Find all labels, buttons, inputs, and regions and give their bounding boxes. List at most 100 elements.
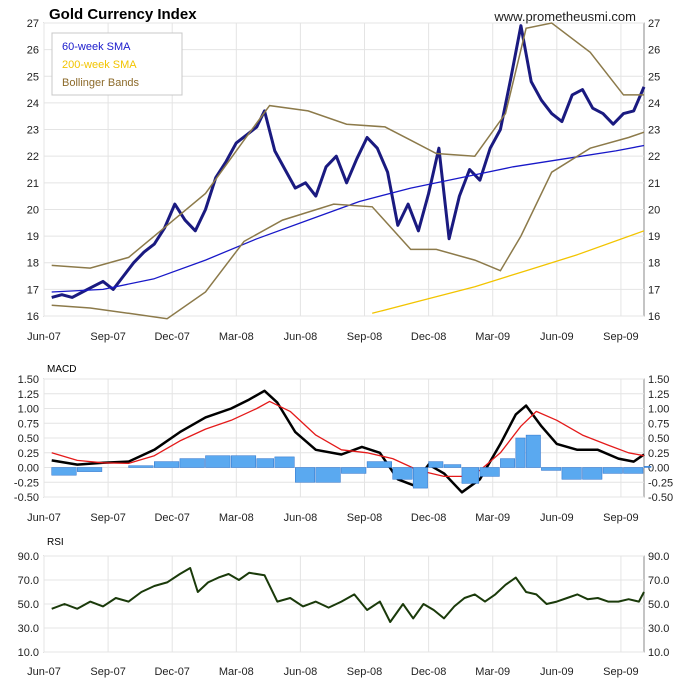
macd-histogram-bar <box>230 455 257 468</box>
macd-histogram-bar <box>500 458 516 468</box>
y-tick-label-left: 26 <box>27 45 39 57</box>
macd-histogram-bar <box>179 458 205 468</box>
y-tick-label-right: 90.0 <box>648 551 669 563</box>
y-tick-label-left: 70.0 <box>18 575 39 587</box>
panel-title: MACD <box>47 364 76 375</box>
y-tick-label-right: 21 <box>648 178 660 190</box>
panel-2: 90.0 90.0 70.0 70.0 50.0 50.0 30.0 30.0 10.0 10.0… <box>18 537 670 678</box>
y-tick-label-left: 10.0 <box>18 647 39 659</box>
macd-histogram-bar <box>623 467 644 474</box>
y-tick-label-left: 0.50 <box>18 433 39 445</box>
y-tick-label-left: 1.00 <box>18 404 39 416</box>
macd-histogram-bar <box>51 467 77 476</box>
x-tick-label: Jun-07 <box>27 331 61 343</box>
y-tick-label-right: 0.25 <box>648 448 669 460</box>
x-tick-label: Jun-08 <box>284 331 318 343</box>
y-tick-label-left: -0.25 <box>14 477 39 489</box>
macd-histogram-bar <box>256 458 274 468</box>
macd-histogram-bar <box>479 467 500 477</box>
y-tick-label-left: 20 <box>27 204 39 216</box>
y-tick-label-right: -0.50 <box>648 492 673 504</box>
macd-histogram-bar <box>274 456 295 468</box>
macd-histogram-bar <box>515 437 526 468</box>
bollinger-lower <box>51 131 645 320</box>
y-tick-label-left: 24 <box>27 98 39 110</box>
x-tick-label: Dec-08 <box>411 331 446 343</box>
main-legend: 60-week SMA 200-week SMA Bollinger Bands <box>51 32 183 96</box>
legend-bollinger: Bollinger Bands <box>62 77 140 89</box>
x-tick-label: Sep-07 <box>90 666 125 678</box>
macd-histogram-bar <box>461 467 480 484</box>
y-tick-label-right: 25 <box>648 71 660 83</box>
x-tick-label: Sep-09 <box>603 512 638 524</box>
y-tick-label-right: 50.0 <box>648 599 669 611</box>
x-tick-label: Sep-08 <box>347 331 382 343</box>
x-tick-label: Sep-08 <box>347 666 382 678</box>
y-tick-label-right: 70.0 <box>648 575 669 587</box>
y-tick-label-right: 17 <box>648 284 660 296</box>
macd-histogram-bar <box>443 464 462 468</box>
y-tick-label-right: 26 <box>648 45 660 57</box>
macd-histogram-bar <box>602 467 623 474</box>
y-tick-label-left: 50.0 <box>18 599 39 611</box>
y-tick-label-right: 1.25 <box>648 389 669 401</box>
y-tick-label-left: -0.50 <box>14 492 39 504</box>
legend-sma200: 200-week SMA <box>62 59 137 71</box>
y-tick-label-left: 17 <box>27 284 39 296</box>
x-tick-label: Jun-07 <box>27 512 61 524</box>
y-tick-label-left: 0.75 <box>18 418 39 430</box>
panel-1: 1.50 1.50 1.25 1.25 1.00 1.00 0.75 0.75 0.50 0.50… <box>14 364 673 524</box>
y-tick-label-left: 19 <box>27 231 39 243</box>
macd-histogram-bar <box>412 467 428 489</box>
y-tick-label-right: 20 <box>648 204 660 216</box>
y-tick-label-left: 22 <box>27 151 39 163</box>
y-tick-label-right: 27 <box>648 18 660 30</box>
x-tick-label: Mar-09 <box>475 512 510 524</box>
macd-histogram-bar <box>341 467 367 474</box>
x-tick-label: Mar-09 <box>475 331 510 343</box>
macd-histogram-bar <box>77 467 103 472</box>
macd-histogram-bar <box>154 461 180 468</box>
y-tick-label-left: 1.25 <box>18 389 39 401</box>
y-tick-label-right: 0.75 <box>648 418 669 430</box>
x-tick-label: Jun-09 <box>540 512 574 524</box>
y-tick-label-right: 1.50 <box>648 374 669 386</box>
panel-title: Gold Currency Index <box>49 6 197 23</box>
y-tick-label-right: 0.00 <box>648 463 669 475</box>
y-tick-label-right: 0.50 <box>648 433 669 445</box>
y-tick-label-left: 0.00 <box>18 463 39 475</box>
series-signal <box>51 400 645 478</box>
legend-sma60: 60-week SMA <box>62 41 131 53</box>
x-tick-label: Sep-08 <box>347 512 382 524</box>
macd-histogram-bar <box>525 434 541 468</box>
series-rsi <box>51 567 645 623</box>
y-tick-label-right: 18 <box>648 258 660 270</box>
macd-histogram-bar <box>643 466 652 468</box>
x-tick-label: Dec-08 <box>411 666 446 678</box>
x-tick-label: Dec-07 <box>154 512 189 524</box>
x-tick-label: Jun-08 <box>284 666 318 678</box>
macd-histogram-bar <box>128 465 154 468</box>
y-tick-label-right: 19 <box>648 231 660 243</box>
x-tick-label: Dec-07 <box>154 666 189 678</box>
macd-histogram-bar <box>295 467 316 483</box>
x-tick-label: Jun-09 <box>540 666 574 678</box>
y-tick-label-left: 18 <box>27 258 39 270</box>
y-tick-label-left: 21 <box>27 178 39 190</box>
source-label: www.prometheusmi.com <box>493 9 636 24</box>
x-tick-label: Jun-09 <box>540 331 574 343</box>
x-tick-label: Dec-07 <box>154 331 189 343</box>
y-tick-label-right: 23 <box>648 125 660 137</box>
macd-histogram-bar <box>561 467 582 480</box>
x-tick-label: Dec-08 <box>411 512 446 524</box>
panel-title: RSI <box>47 537 64 548</box>
macd-histogram-bar <box>315 467 341 483</box>
x-tick-label: Mar-09 <box>475 666 510 678</box>
y-tick-label-left: 23 <box>27 125 39 137</box>
macd-histogram-bar <box>541 467 562 471</box>
y-tick-label-right: -0.25 <box>648 477 673 489</box>
y-tick-label-left: 27 <box>27 18 39 30</box>
series-200-week-sma <box>372 230 645 314</box>
